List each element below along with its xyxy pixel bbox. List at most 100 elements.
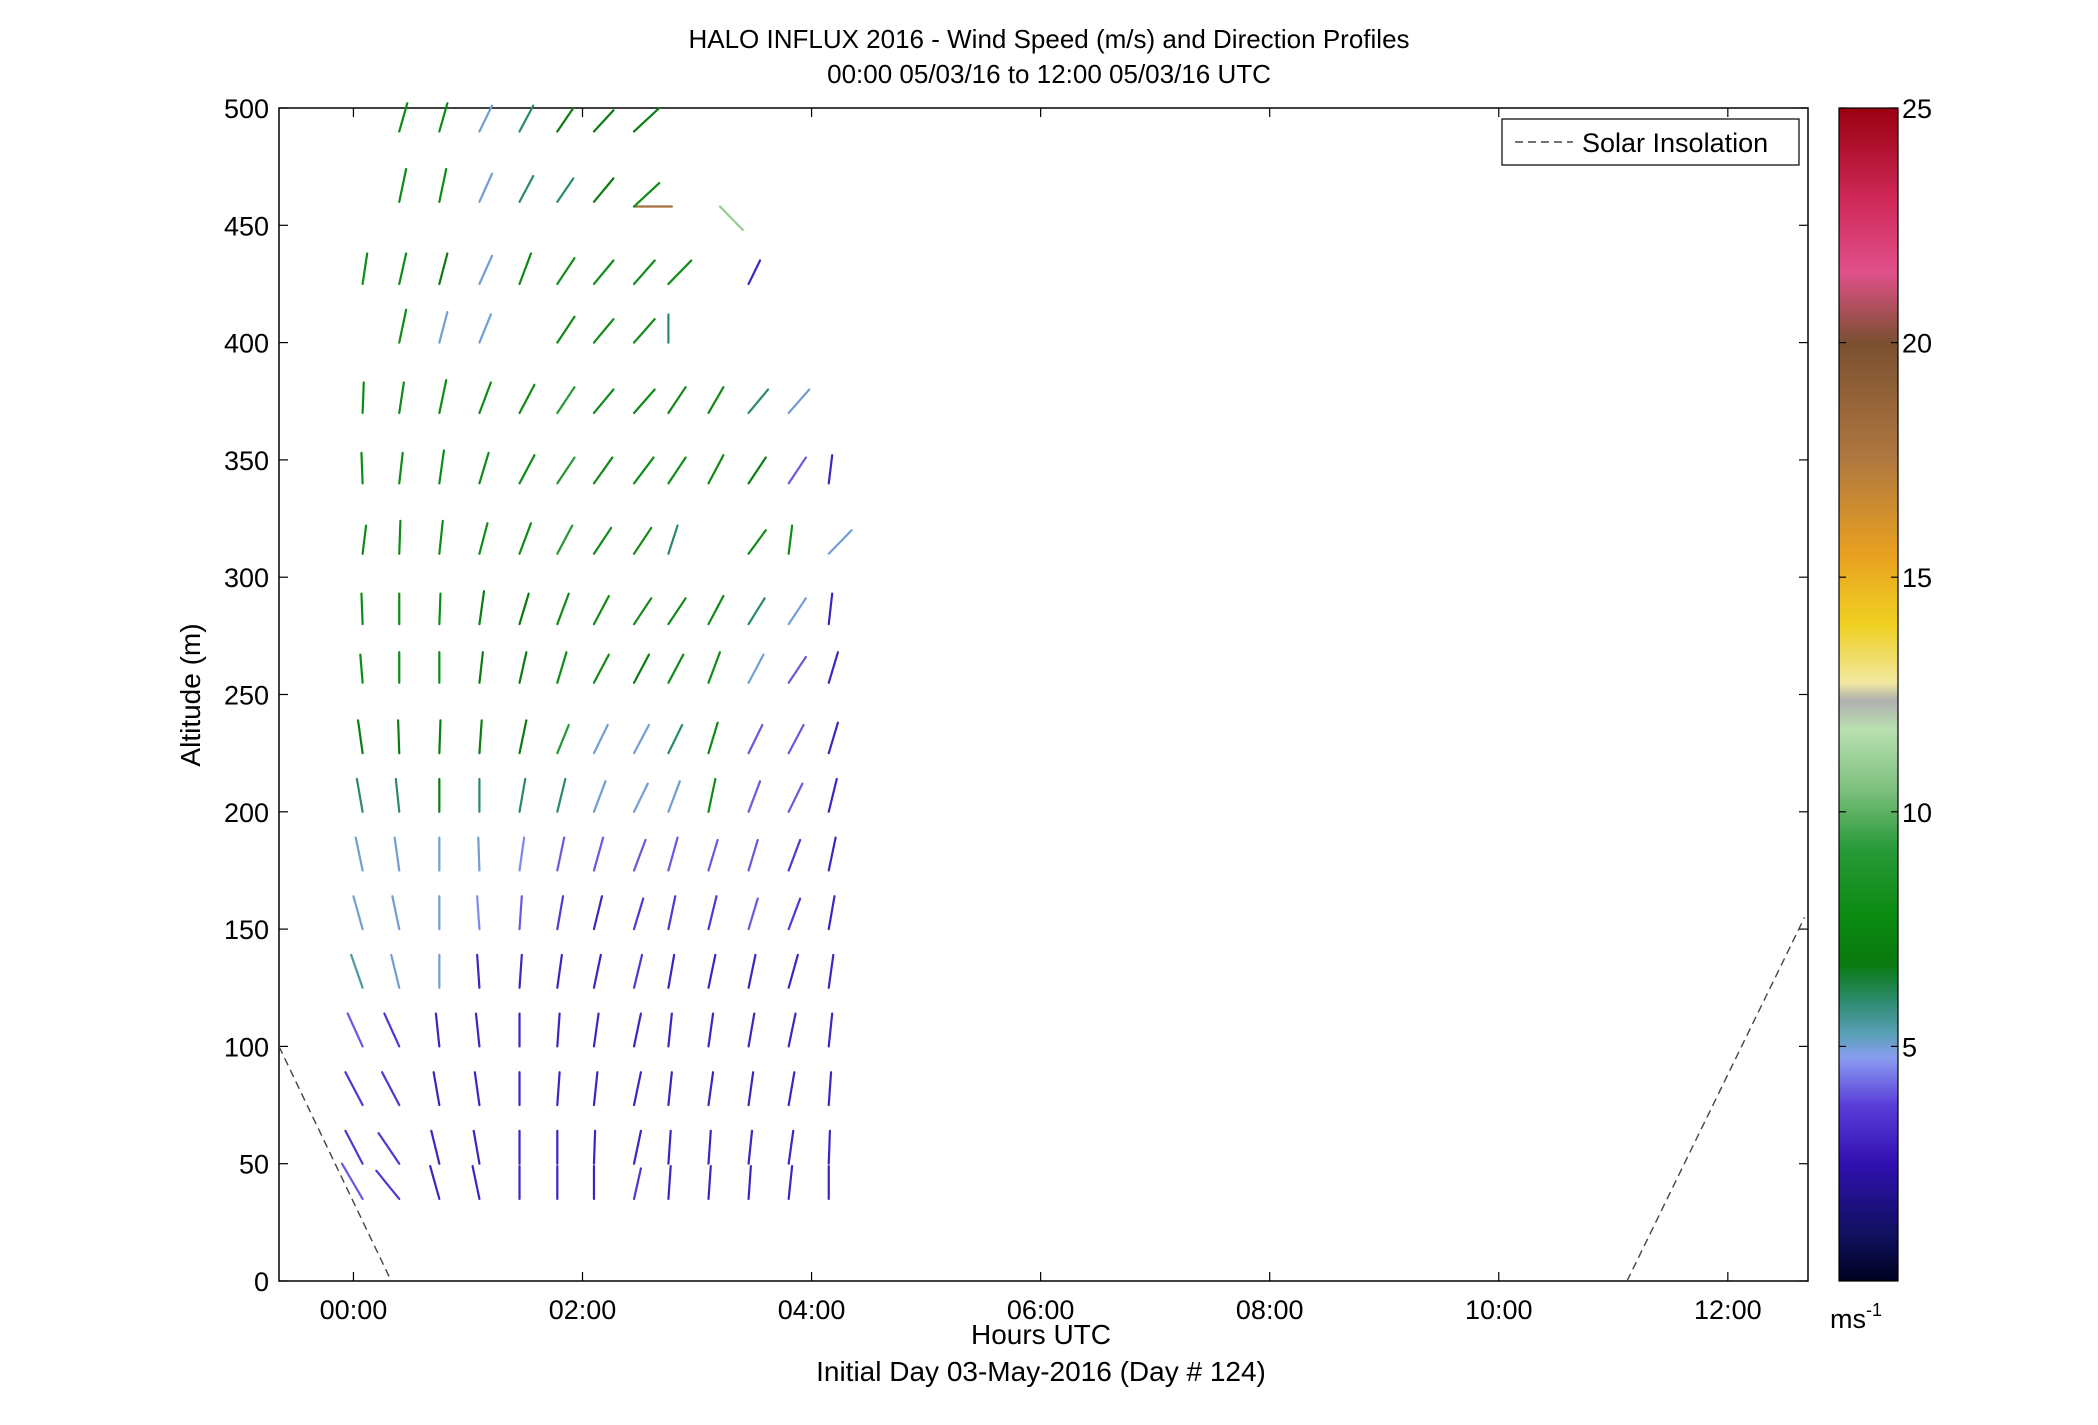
wind-barb bbox=[430, 1129, 441, 1165]
wind-barb bbox=[632, 106, 661, 133]
wind-barb bbox=[787, 1071, 796, 1107]
colorbar-tick-label: 20 bbox=[1902, 329, 1932, 359]
y-tick-label: 200 bbox=[224, 798, 269, 828]
wind-barb bbox=[667, 1129, 672, 1165]
wind-barb bbox=[361, 252, 369, 286]
wind-barb bbox=[518, 719, 528, 755]
wind-barb bbox=[478, 172, 494, 203]
wind-barb bbox=[592, 1071, 599, 1107]
wind-barb bbox=[518, 252, 533, 286]
wind-barb bbox=[632, 1167, 643, 1200]
wind-barb bbox=[667, 895, 677, 931]
legend-box bbox=[1501, 118, 1800, 166]
wind-barb bbox=[556, 895, 565, 931]
wind-barb bbox=[398, 252, 408, 286]
wind-barb bbox=[438, 592, 442, 626]
wind-barb bbox=[556, 106, 575, 133]
wind-barb bbox=[592, 953, 602, 989]
wind-barb bbox=[787, 1164, 794, 1200]
wind-barb bbox=[473, 1071, 481, 1107]
colorbar-tick-label: 10 bbox=[1902, 798, 1932, 828]
wind-barb bbox=[429, 1164, 441, 1200]
wind-barb bbox=[718, 205, 744, 232]
wind-barb bbox=[632, 897, 645, 931]
wind-barb bbox=[667, 597, 687, 626]
colorbar-fill bbox=[1838, 107, 1899, 1282]
wind-barb bbox=[398, 519, 402, 555]
wind-barb bbox=[632, 318, 656, 344]
chart-title: HALO INFLUX 2016 - Wind Speed (m/s) and … bbox=[688, 24, 1409, 54]
wind-barb bbox=[518, 592, 530, 626]
wind-barb bbox=[632, 838, 647, 872]
wind-barb bbox=[474, 1012, 481, 1048]
wind-barb bbox=[632, 782, 649, 813]
wind-barb bbox=[350, 953, 364, 989]
plot-area bbox=[278, 107, 1809, 1282]
wind-barb bbox=[556, 836, 566, 872]
wind-barb bbox=[707, 386, 725, 415]
wind-barb bbox=[556, 1012, 561, 1048]
wind-barb bbox=[556, 386, 576, 415]
wind-barb bbox=[747, 529, 767, 555]
wind-barb bbox=[556, 651, 568, 684]
wind-barb bbox=[438, 519, 444, 555]
wind-barb bbox=[592, 318, 615, 344]
wind-barb bbox=[398, 381, 405, 415]
wind-barb bbox=[478, 381, 492, 415]
wind-barb bbox=[667, 1071, 673, 1107]
wind-barb bbox=[707, 895, 718, 931]
wind-barb bbox=[438, 449, 446, 485]
colorbar-unit-base: ms bbox=[1830, 1304, 1866, 1334]
wind-barb bbox=[398, 167, 408, 203]
wind-barb bbox=[592, 780, 607, 813]
wind-barb bbox=[478, 651, 484, 684]
wind-barb bbox=[747, 597, 766, 626]
wind-barb bbox=[518, 836, 526, 872]
wind-barb bbox=[787, 953, 799, 989]
wind-barb bbox=[359, 653, 364, 684]
wind-barb bbox=[707, 1164, 712, 1200]
wind-barb bbox=[747, 953, 757, 989]
wind-barb bbox=[556, 1071, 561, 1107]
wind-barb bbox=[592, 388, 615, 415]
wind-barb bbox=[478, 254, 494, 286]
wind-barb bbox=[518, 104, 535, 133]
wind-barb bbox=[398, 102, 409, 133]
wind-barb bbox=[787, 524, 794, 555]
wind-barb bbox=[390, 953, 401, 989]
wind-barb bbox=[377, 1132, 401, 1165]
wind-barb bbox=[787, 388, 811, 415]
wind-barb bbox=[518, 953, 523, 989]
wind-barb bbox=[827, 953, 835, 989]
wind-barb bbox=[632, 653, 651, 684]
wind-barb bbox=[360, 451, 364, 485]
wind-barb bbox=[518, 454, 536, 485]
wind-barb bbox=[632, 597, 653, 626]
wind-barb bbox=[707, 838, 719, 872]
x-axis-label: Hours UTC bbox=[971, 1319, 1111, 1350]
wind-barb bbox=[398, 451, 404, 485]
wind-barb bbox=[478, 590, 486, 626]
wind-barb bbox=[592, 259, 615, 286]
wind-barb bbox=[361, 524, 368, 555]
wind-barb bbox=[632, 526, 653, 555]
wind-barb bbox=[747, 1164, 752, 1200]
colorbar-ticks: 5 10 15 20 25 bbox=[1839, 94, 1932, 1062]
wind-barb bbox=[667, 653, 685, 684]
wind-barb bbox=[434, 1012, 441, 1048]
wind-barb bbox=[667, 1164, 672, 1200]
wind-barb bbox=[592, 109, 615, 133]
wind-barb bbox=[707, 721, 719, 755]
wind-barb bbox=[827, 1071, 833, 1107]
wind-barb bbox=[380, 1071, 401, 1107]
wind-barb bbox=[592, 526, 613, 555]
wind-barb bbox=[361, 381, 365, 415]
wind-barb bbox=[747, 456, 767, 485]
wind-barb bbox=[360, 592, 364, 626]
x-axis-sublabel: Initial Day 03-May-2016 (Day # 124) bbox=[816, 1356, 1266, 1387]
wind-barb bbox=[438, 311, 449, 344]
solar-insolation-lines bbox=[278, 917, 1806, 1282]
wind-barb bbox=[471, 1164, 481, 1200]
wind-barb bbox=[787, 1012, 797, 1048]
colorbar: 5 10 15 20 25 ms-1 bbox=[1830, 94, 1932, 1334]
